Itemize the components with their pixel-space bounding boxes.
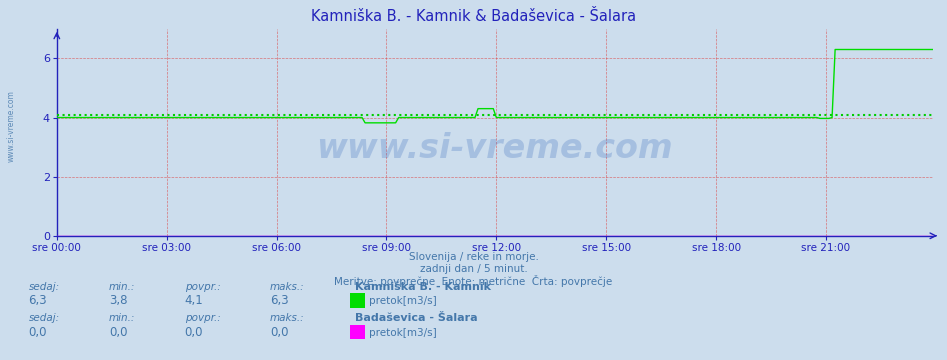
Text: 0,0: 0,0 xyxy=(185,325,204,338)
Text: Meritve: povprečne  Enote: metrične  Črta: povprečje: Meritve: povprečne Enote: metrične Črta:… xyxy=(334,275,613,287)
Text: 6,3: 6,3 xyxy=(28,294,47,307)
Text: 3,8: 3,8 xyxy=(109,294,128,307)
Text: maks.:: maks.: xyxy=(270,313,305,323)
Text: pretok[m3/s]: pretok[m3/s] xyxy=(369,328,438,338)
Text: povpr.:: povpr.: xyxy=(185,313,221,323)
Text: www.si-vreme.com: www.si-vreme.com xyxy=(7,90,16,162)
Text: sedaj:: sedaj: xyxy=(28,313,60,323)
Text: zadnji dan / 5 minut.: zadnji dan / 5 minut. xyxy=(420,264,527,274)
Text: 0,0: 0,0 xyxy=(270,325,289,338)
Text: Slovenija / reke in morje.: Slovenija / reke in morje. xyxy=(408,252,539,262)
Text: sedaj:: sedaj: xyxy=(28,282,60,292)
Text: 0,0: 0,0 xyxy=(28,325,47,338)
Text: www.si-vreme.com: www.si-vreme.com xyxy=(316,132,673,165)
Text: Kamniška B. - Kamnik: Kamniška B. - Kamnik xyxy=(355,282,491,292)
Text: Kamniška B. - Kamnik & Badaševica - Šalara: Kamniška B. - Kamnik & Badaševica - Šala… xyxy=(311,9,636,24)
Text: min.:: min.: xyxy=(109,313,135,323)
Text: 6,3: 6,3 xyxy=(270,294,289,307)
Text: min.:: min.: xyxy=(109,282,135,292)
Text: 4,1: 4,1 xyxy=(185,294,204,307)
Text: povpr.:: povpr.: xyxy=(185,282,221,292)
Text: pretok[m3/s]: pretok[m3/s] xyxy=(369,296,438,306)
Text: 0,0: 0,0 xyxy=(109,325,128,338)
Text: maks.:: maks.: xyxy=(270,282,305,292)
Text: Badaševica - Šalara: Badaševica - Šalara xyxy=(355,313,477,323)
